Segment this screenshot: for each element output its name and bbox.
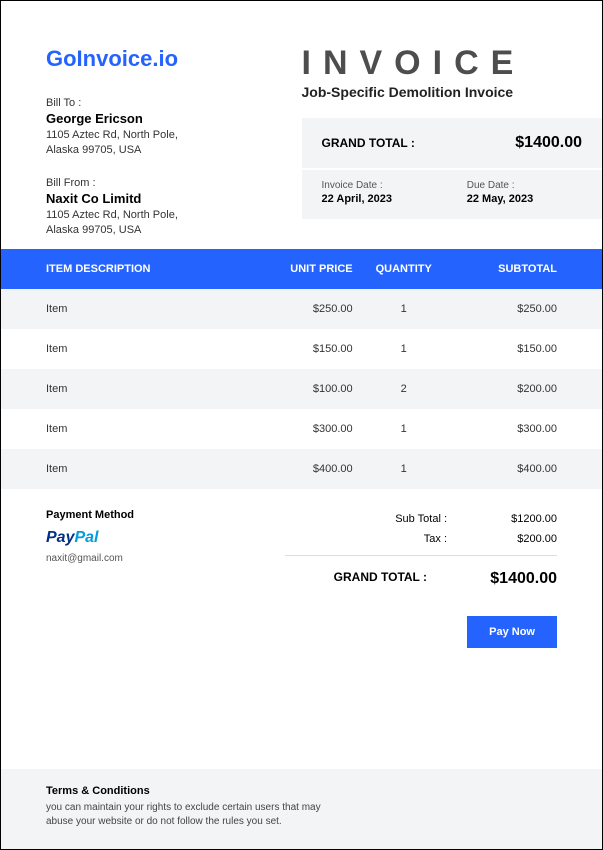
cell-price: $150.00	[250, 343, 352, 355]
cell-price: $100.00	[250, 383, 352, 395]
cell-price: $400.00	[250, 463, 352, 475]
cell-desc: Item	[46, 303, 250, 315]
dates-box: Invoice Date : 22 April, 2023 Due Date :…	[302, 170, 603, 219]
cell-desc: Item	[46, 463, 250, 475]
grand-total-box: GRAND TOTAL : $1400.00	[302, 118, 603, 168]
col-desc: ITEM DESCRIPTION	[46, 263, 250, 275]
payment-email: naxit@gmail.com	[46, 553, 255, 564]
tax-label: Tax :	[285, 533, 477, 545]
summary-divider	[285, 555, 557, 556]
cell-qty: 2	[353, 383, 455, 395]
grand-total-amount: $1400.00	[515, 134, 582, 152]
table-header: ITEM DESCRIPTION UNIT PRICE QUANTITY SUB…	[1, 249, 602, 289]
payment-method-label: Payment Method	[46, 509, 255, 521]
table-row: Item$250.001$250.00	[1, 289, 602, 329]
tax-value: $200.00	[477, 533, 557, 545]
cell-sub: $150.00	[455, 343, 557, 355]
invoice-date: 22 April, 2023	[322, 193, 437, 205]
terms-title: Terms & Conditions	[46, 785, 557, 797]
grand-total-label: GRAND TOTAL :	[322, 136, 415, 150]
cell-desc: Item	[46, 383, 250, 395]
cell-desc: Item	[46, 343, 250, 355]
table-row: Item$400.001$400.00	[1, 449, 602, 489]
terms-region: Terms & Conditions you can maintain your…	[1, 769, 602, 849]
cell-qty: 1	[353, 463, 455, 475]
grand-total-amount-2: $1400.00	[457, 570, 557, 588]
cell-price: $300.00	[250, 423, 352, 435]
terms-text: you can maintain your rights to exclude …	[46, 801, 326, 829]
invoice-subtitle: Job-Specific Demolition Invoice	[302, 84, 558, 100]
header-region: GoInvoice.io Bill To : George Ericson 11…	[1, 1, 602, 239]
bill-to-label: Bill To :	[46, 97, 302, 109]
subtotal-label: Sub Total :	[285, 513, 477, 525]
due-date: 22 May, 2023	[467, 193, 582, 205]
subtotal-value: $1200.00	[477, 513, 557, 525]
items-table: Item$250.001$250.00Item$150.001$150.00It…	[1, 289, 602, 489]
cell-sub: $250.00	[455, 303, 557, 315]
cell-price: $250.00	[250, 303, 352, 315]
invoice-title: INVOICE	[302, 46, 558, 80]
invoice-date-label: Invoice Date :	[322, 180, 437, 191]
pay-now-button[interactable]: Pay Now	[467, 616, 557, 648]
table-row: Item$300.001$300.00	[1, 409, 602, 449]
paypal-pal: Pal	[74, 529, 98, 546]
cell-sub: $300.00	[455, 423, 557, 435]
footer-region: Payment Method PayPal naxit@gmail.com Su…	[1, 489, 602, 648]
brand-logo: GoInvoice.io	[46, 46, 302, 72]
table-row: Item$100.002$200.00	[1, 369, 602, 409]
paypal-logo: PayPal	[46, 529, 255, 547]
cell-sub: $400.00	[455, 463, 557, 475]
due-date-label: Due Date :	[467, 180, 582, 191]
cell-desc: Item	[46, 423, 250, 435]
cell-sub: $200.00	[455, 383, 557, 395]
grand-total-label-2: GRAND TOTAL :	[285, 570, 457, 588]
table-row: Item$150.001$150.00	[1, 329, 602, 369]
bill-from-addr2: Alaska 99705, USA	[46, 223, 302, 238]
col-qty: QUANTITY	[353, 263, 455, 275]
cell-qty: 1	[353, 423, 455, 435]
col-sub: SUBTOTAL	[455, 263, 557, 275]
cell-qty: 1	[353, 343, 455, 355]
cell-qty: 1	[353, 303, 455, 315]
col-price: UNIT PRICE	[250, 263, 352, 275]
paypal-pay: Pay	[46, 529, 74, 546]
